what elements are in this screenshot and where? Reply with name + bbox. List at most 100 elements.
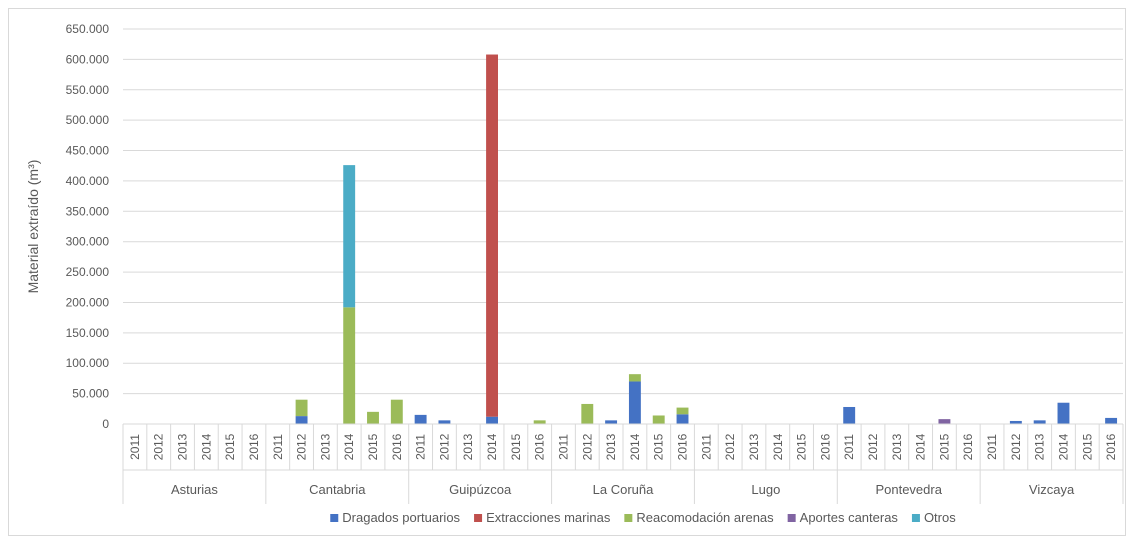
year-tick-label: 2014 bbox=[914, 433, 928, 460]
year-tick-label: 2015 bbox=[223, 433, 237, 460]
year-tick-label: 2015 bbox=[1080, 433, 1094, 460]
y-axis-label: Material extraído (m³) bbox=[25, 160, 41, 294]
y-tick-label: 350.000 bbox=[66, 204, 110, 218]
bar-segment bbox=[486, 54, 498, 417]
legend-label: Otros bbox=[924, 510, 956, 525]
group-label: Cantabria bbox=[309, 482, 366, 497]
bar-segment bbox=[1105, 417, 1118, 424]
bar-segment bbox=[533, 420, 546, 424]
group-label: Vizcaya bbox=[1029, 482, 1075, 497]
gridlines bbox=[123, 28, 1123, 425]
y-tick-label: 450.000 bbox=[66, 144, 110, 158]
year-tick-label: 2012 bbox=[152, 433, 166, 460]
year-tick-label: 2013 bbox=[461, 433, 475, 460]
legend-swatch bbox=[624, 514, 633, 522]
y-tick-label: 300.000 bbox=[66, 235, 110, 249]
legend-label: Reacomodación arenas bbox=[636, 510, 774, 525]
bar-segment bbox=[367, 411, 379, 424]
year-tick-label: 2014 bbox=[628, 433, 642, 460]
year-tick-label: 2014 bbox=[485, 433, 499, 460]
year-tick-label: 2014 bbox=[342, 433, 356, 460]
bar-segment bbox=[676, 414, 689, 424]
bar-segment bbox=[390, 399, 403, 424]
bar-segment bbox=[843, 406, 856, 424]
year-tick-label: 2013 bbox=[890, 433, 904, 460]
bar-segment bbox=[486, 416, 498, 424]
year-tick-label: 2016 bbox=[818, 433, 832, 460]
year-tick-label: 2012 bbox=[437, 433, 451, 460]
legend-label: Extracciones marinas bbox=[486, 510, 611, 525]
y-axis-tick-labels: 0 50.000 100.000 150.000 200.000 250.000 300.0… bbox=[66, 22, 110, 431]
group-label: La Coruña bbox=[593, 482, 654, 497]
year-tick-label: 2014 bbox=[771, 433, 785, 460]
group-label: Asturias bbox=[171, 482, 218, 497]
group-label: Pontevedra bbox=[875, 482, 942, 497]
bar-segment bbox=[438, 420, 451, 424]
year-tick-label: 2015 bbox=[937, 433, 951, 460]
group-label: Guipúzcoa bbox=[449, 482, 512, 497]
legend-label: Dragados portuarios bbox=[342, 510, 460, 525]
year-tick-label: 2016 bbox=[247, 433, 261, 460]
bar-segment bbox=[605, 420, 618, 424]
year-tick-label: 2013 bbox=[604, 433, 618, 460]
legend-swatch bbox=[330, 514, 339, 522]
bar-segment bbox=[414, 414, 427, 424]
legend-label: Aportes canteras bbox=[800, 510, 899, 525]
year-tick-label: 2012 bbox=[295, 433, 309, 460]
bar-segment bbox=[295, 416, 308, 424]
bar-segment bbox=[628, 381, 641, 424]
year-tick-label: 2016 bbox=[1104, 433, 1118, 460]
year-tick-label: 2016 bbox=[961, 433, 975, 460]
y-tick-label: 600.000 bbox=[66, 52, 110, 66]
year-tick-label: 2012 bbox=[1009, 433, 1023, 460]
bar-segment bbox=[676, 407, 689, 415]
y-tick-label: 650.000 bbox=[66, 22, 110, 36]
bar-segment bbox=[581, 403, 594, 424]
bar-segment bbox=[1057, 402, 1070, 424]
year-tick-label: 2013 bbox=[176, 433, 190, 460]
y-tick-label: 400.000 bbox=[66, 174, 110, 188]
year-tick-label: 2012 bbox=[580, 433, 594, 460]
year-tick-label: 2011 bbox=[271, 434, 285, 460]
year-tick-label: 2011 bbox=[699, 434, 713, 460]
year-tick-label: 2015 bbox=[366, 433, 380, 460]
y-tick-label: 200.000 bbox=[66, 295, 110, 309]
bar-segment bbox=[628, 374, 641, 382]
y-tick-label: 100.000 bbox=[66, 356, 110, 370]
group-label: Lugo bbox=[751, 482, 780, 497]
legend-swatch bbox=[787, 514, 796, 522]
year-tick-label: 2011 bbox=[556, 434, 570, 460]
x-axis: 2011 2012 2013 2014 2015 2016 Asturias 2011 2012… bbox=[122, 423, 1124, 504]
y-tick-label: 250.000 bbox=[66, 265, 110, 279]
year-tick-label: 2016 bbox=[390, 433, 404, 460]
legend-swatch bbox=[474, 514, 483, 522]
year-tick-label: 2013 bbox=[318, 433, 332, 460]
year-tick-label: 2015 bbox=[652, 433, 666, 460]
legend-swatch bbox=[911, 514, 920, 522]
bar-segment bbox=[295, 399, 308, 417]
bar-segment bbox=[652, 415, 665, 424]
bar-segment bbox=[1033, 420, 1046, 424]
year-tick-label: 2011 bbox=[414, 434, 428, 460]
y-tick-label: 500.000 bbox=[66, 113, 110, 127]
year-tick-label: 2015 bbox=[795, 433, 809, 460]
year-tick-label: 2012 bbox=[723, 433, 737, 460]
year-tick-label: 2011 bbox=[128, 434, 142, 460]
year-tick-label: 2013 bbox=[1033, 433, 1047, 460]
year-tick-label: 2016 bbox=[676, 433, 690, 460]
chart-frame bbox=[8, 8, 1126, 536]
bar-segment bbox=[343, 307, 356, 424]
y-tick-label: 150.000 bbox=[66, 326, 110, 340]
year-tick-label: 2014 bbox=[1056, 433, 1070, 460]
year-tick-label: 2015 bbox=[509, 433, 523, 460]
bar-segment bbox=[343, 165, 356, 308]
y-tick-label: 0 bbox=[102, 417, 109, 431]
year-tick-label: 2016 bbox=[533, 433, 547, 460]
year-tick-label: 2014 bbox=[199, 433, 213, 460]
bar-segment bbox=[1009, 420, 1022, 424]
y-tick-label: 50.000 bbox=[72, 387, 109, 401]
bar-segment bbox=[938, 419, 951, 424]
bars bbox=[295, 54, 1118, 424]
y-tick-label: 550.000 bbox=[66, 83, 110, 97]
